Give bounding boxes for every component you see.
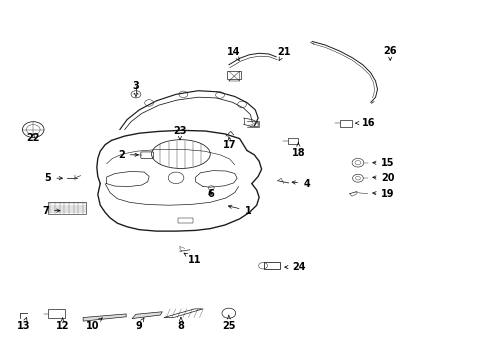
Text: 2: 2	[118, 150, 138, 160]
Text: 8: 8	[177, 318, 184, 331]
Text: 13: 13	[17, 318, 30, 331]
Polygon shape	[132, 312, 162, 319]
Text: 25: 25	[222, 315, 235, 331]
Text: 4: 4	[291, 179, 309, 189]
Text: 7: 7	[42, 206, 60, 216]
Text: 6: 6	[206, 189, 213, 199]
Text: 3: 3	[132, 81, 139, 97]
Polygon shape	[83, 314, 126, 321]
Bar	[48, 202, 85, 214]
Text: 16: 16	[355, 118, 375, 128]
Text: 11: 11	[183, 253, 202, 265]
Bar	[264, 262, 279, 269]
Text: 18: 18	[291, 143, 305, 158]
Text: 15: 15	[372, 158, 394, 168]
Text: 12: 12	[56, 318, 69, 331]
Bar	[227, 71, 241, 79]
Text: 5: 5	[44, 173, 62, 183]
Text: 26: 26	[383, 46, 396, 60]
Bar	[287, 138, 298, 144]
Bar	[48, 309, 64, 318]
Bar	[339, 120, 351, 127]
Text: 20: 20	[372, 173, 394, 183]
Text: 23: 23	[173, 126, 186, 140]
Text: 9: 9	[136, 318, 144, 331]
Text: 22: 22	[26, 132, 40, 143]
Text: 19: 19	[372, 189, 394, 199]
Text: 14: 14	[226, 47, 240, 60]
Text: 24: 24	[284, 262, 305, 272]
Bar	[178, 218, 193, 223]
Text: 21: 21	[276, 47, 290, 60]
Text: 17: 17	[223, 137, 236, 150]
Text: 1: 1	[228, 205, 251, 216]
Text: 10: 10	[86, 318, 102, 331]
